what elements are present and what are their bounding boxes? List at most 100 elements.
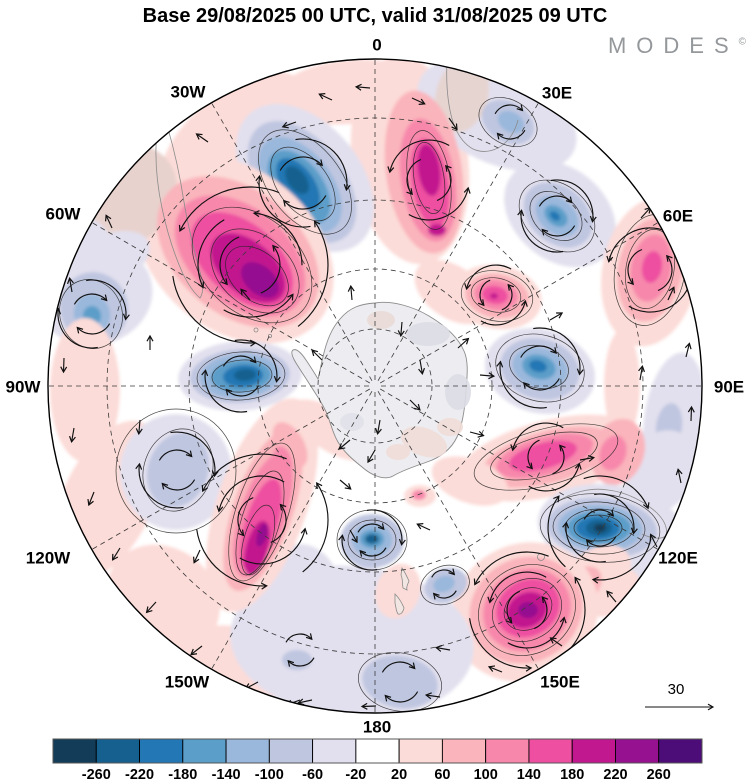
wind-arrow <box>418 359 426 375</box>
modes-logo-text: MODES <box>607 33 739 58</box>
colorbar-tick-label: -60 <box>302 767 323 783</box>
map-outline <box>47 58 703 714</box>
circulation-arrow <box>657 254 673 292</box>
circulation-arrow <box>436 164 452 202</box>
colorbar-tick-label: 260 <box>647 767 671 783</box>
anomaly-blob <box>529 359 547 373</box>
wind-arrow <box>675 468 683 484</box>
circulation-arrow <box>517 209 564 253</box>
contour-line <box>492 578 562 642</box>
colorbar-cell <box>268 738 314 764</box>
circulation-arrow <box>464 264 512 291</box>
antarctica-surface-patch <box>400 426 448 458</box>
antarctica-surface-patch <box>340 413 364 431</box>
colorbar-tick-label: 220 <box>603 767 627 783</box>
colorbar-frame <box>52 738 703 764</box>
circulation-arrow <box>552 444 566 475</box>
circulation-arrow <box>627 248 643 286</box>
circulation-arrow <box>520 345 558 358</box>
anomaly-blob <box>362 655 438 709</box>
circulation-arrow <box>408 186 471 221</box>
circulation-arrow <box>237 497 254 537</box>
wind-arrow <box>606 590 617 603</box>
contour-line <box>210 228 300 314</box>
graticule <box>48 59 702 713</box>
colorbar-cell <box>225 738 270 764</box>
colorbar-tick-label: -180 <box>168 767 197 783</box>
wind-arrow <box>667 286 676 301</box>
anomaly-blob <box>490 293 498 299</box>
wind-arrow <box>469 430 485 438</box>
circulation-arrow <box>359 547 387 557</box>
anomaly-blob <box>599 435 627 471</box>
wind-arrow <box>339 479 352 490</box>
circulation-arrow <box>366 509 406 546</box>
colorbar-tick-label: -20 <box>345 767 366 783</box>
wind-arrow <box>457 337 470 349</box>
antarctica-surface-patch <box>386 444 410 460</box>
wind-arrow <box>68 427 76 443</box>
circulation-arrow <box>223 293 294 318</box>
circulation-arrow <box>533 596 549 630</box>
circulation-arrow <box>302 482 329 573</box>
circulation-arrow <box>239 527 308 565</box>
contour-line <box>406 130 452 230</box>
wind-arrow <box>349 529 358 544</box>
colorbar-cell <box>571 738 616 764</box>
wind-arrow <box>311 349 323 361</box>
anomaly-blob <box>518 602 538 618</box>
anomaly-blob <box>594 524 606 532</box>
circulation-arrow <box>583 475 650 510</box>
page-title: Base 29/08/2025 00 UTC, valid 31/08/2025… <box>142 5 608 27</box>
contour-line <box>420 564 470 606</box>
circulation-arrow <box>487 571 547 604</box>
wind-arrow <box>190 645 203 656</box>
circulation-arrow <box>550 179 597 223</box>
contour-line <box>518 179 596 253</box>
wind-arrow <box>397 321 405 338</box>
circulation-arrow <box>170 431 219 478</box>
circulation-arrow <box>381 661 416 673</box>
circulation-arrow <box>172 275 257 347</box>
circulation-arrow <box>295 138 351 192</box>
circulation-arrow <box>541 225 576 237</box>
colorbar-cell <box>95 738 140 764</box>
wind-arrow <box>591 131 604 142</box>
anomaly-blob <box>604 330 640 440</box>
circulation-arrow <box>54 307 98 349</box>
circulation-arrow <box>480 299 528 326</box>
wind-arrow <box>424 692 441 700</box>
wind-arrow <box>687 405 695 422</box>
wind-arrow <box>297 698 313 706</box>
contour-line <box>573 514 623 542</box>
colorbar-cell <box>355 738 400 764</box>
contour-line <box>495 333 585 403</box>
wind-arrow <box>347 284 355 301</box>
anomaly-blob <box>497 110 525 134</box>
circulation-arrow <box>196 529 268 590</box>
contour-line <box>552 501 646 555</box>
circulation-arrow <box>469 618 533 672</box>
circulation-arrow <box>178 186 280 232</box>
anomaly-blob <box>273 446 293 478</box>
anomaly-blob <box>412 490 426 500</box>
wind-arrow <box>638 365 646 381</box>
circulation-arrow <box>161 479 196 491</box>
circulation-arrow <box>201 369 248 413</box>
circulation-arrow <box>260 244 281 294</box>
contour-line <box>115 408 237 534</box>
wind-arrow <box>416 522 431 531</box>
contour-line <box>357 652 443 712</box>
anomaly-blob <box>433 575 455 593</box>
coastline <box>155 119 204 299</box>
wind-arrow <box>487 665 503 673</box>
geography <box>155 59 667 615</box>
circulation-arrow <box>255 174 311 228</box>
circulation-arrow <box>585 536 617 547</box>
wind-arrow <box>195 133 209 143</box>
wind-arrow <box>87 491 95 507</box>
contour-line <box>347 519 397 561</box>
circulation-arrow <box>279 156 324 171</box>
longitude-label: 30E <box>542 84 572 103</box>
wind-arrow <box>684 342 692 358</box>
